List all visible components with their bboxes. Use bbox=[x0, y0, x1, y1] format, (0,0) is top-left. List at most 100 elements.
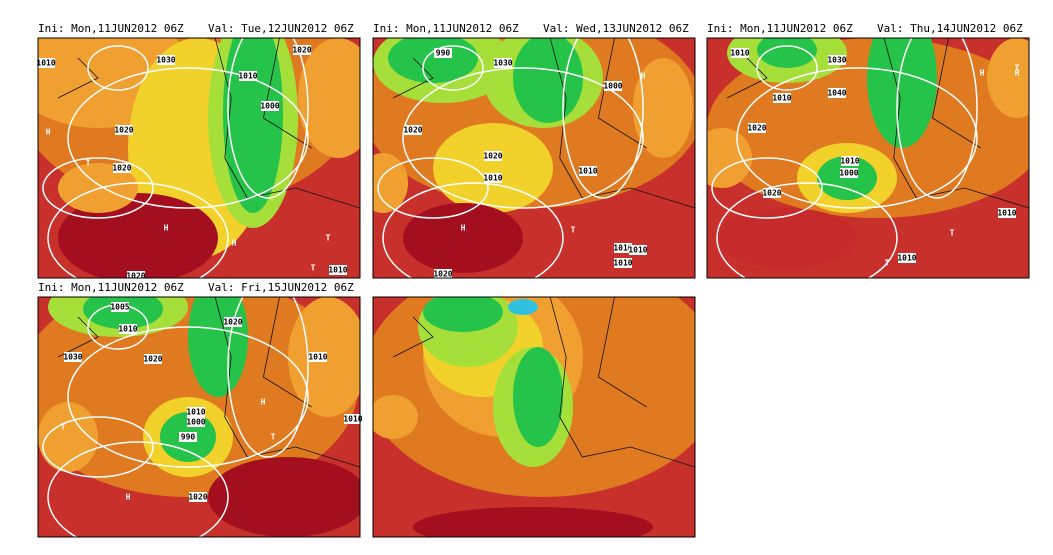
isobar bbox=[716, 182, 898, 278]
isobar bbox=[562, 38, 644, 199]
map-layer bbox=[373, 297, 695, 537]
map-panel: 1010 1030 1020 H 1020 1000 1010 T H H T 1010 T 1020 10… bbox=[36, 37, 361, 281]
pressure-label-box bbox=[748, 123, 766, 133]
pressure-label: 1000 bbox=[260, 102, 279, 111]
color-field bbox=[403, 203, 523, 273]
pressure-label-box bbox=[329, 265, 347, 275]
color-field bbox=[717, 208, 857, 268]
color-field bbox=[38, 297, 358, 497]
system-label: H bbox=[126, 493, 131, 502]
pressure-label-box bbox=[763, 188, 781, 198]
isobar bbox=[67, 326, 309, 468]
map-frame bbox=[37, 296, 361, 538]
isobar bbox=[42, 416, 154, 478]
pressure-label: 1020 bbox=[747, 124, 766, 133]
isobar bbox=[87, 45, 149, 91]
init-time: Ini: Mon,11JUN2012 06Z bbox=[38, 281, 184, 294]
pressure-label: 1010 bbox=[613, 244, 632, 253]
coastline bbox=[392, 297, 695, 468]
pressure-label: 1010 bbox=[628, 246, 647, 255]
pressure-label-box bbox=[157, 55, 175, 65]
pressure-label: 1010 bbox=[118, 325, 137, 334]
color-field bbox=[388, 38, 478, 83]
pressure-label: 1000 bbox=[839, 169, 858, 178]
system-label: H bbox=[232, 239, 237, 248]
color-field bbox=[707, 128, 752, 188]
pressure-label: 1010 bbox=[238, 72, 257, 81]
pressure-label: 1010 bbox=[897, 254, 916, 263]
pressure-label-box bbox=[187, 407, 205, 417]
pressure-label-box bbox=[828, 55, 846, 65]
pressure-label: 1010 bbox=[328, 266, 347, 275]
valid-time: Val: Thu,14JUN2012 06Z bbox=[877, 22, 1023, 35]
system-label: H bbox=[641, 72, 646, 81]
pressure-label-box bbox=[293, 45, 311, 55]
color-field bbox=[513, 347, 563, 447]
isobar bbox=[377, 157, 489, 219]
pressure-label: 1020 bbox=[114, 126, 133, 135]
color-field bbox=[433, 123, 553, 213]
pressure-label-box bbox=[579, 166, 597, 176]
map-panel: 1005 1010 1030 1020 1020 1010 990 1000 H T H 1020 T 1… bbox=[37, 296, 363, 538]
pressure-label-box bbox=[434, 48, 452, 58]
pressure-label-box bbox=[239, 71, 257, 81]
pressure-label-box bbox=[731, 48, 749, 58]
valid-time: Val: Wed,13JUN2012 06Z bbox=[543, 22, 689, 35]
pressure-label-box bbox=[119, 324, 137, 334]
map-panel: 10101030104010201010100010101020HTT1010T… bbox=[706, 37, 1030, 279]
pressure-label: 1030 bbox=[493, 59, 512, 68]
pressure-label-box bbox=[309, 352, 327, 362]
pressure-label-box bbox=[127, 271, 145, 281]
pressure-label: 1030 bbox=[827, 56, 846, 65]
map-panel bbox=[372, 296, 696, 538]
system-label: T bbox=[885, 259, 890, 268]
isobar bbox=[422, 45, 484, 91]
pressure-label-box bbox=[841, 156, 859, 166]
pressure-label-box bbox=[484, 173, 502, 183]
isobar bbox=[711, 157, 823, 219]
color-field bbox=[987, 38, 1029, 118]
pressure-label: 1010 bbox=[772, 94, 791, 103]
valid-time: Val: Fri,15JUN2012 06Z bbox=[208, 281, 354, 294]
color-field bbox=[58, 193, 218, 278]
system-label: H bbox=[46, 128, 51, 137]
pressure-label: 1020 bbox=[433, 270, 452, 279]
pressure-label: 1020 bbox=[483, 152, 502, 161]
color-field bbox=[208, 457, 360, 537]
pressure-label-box bbox=[144, 354, 162, 364]
pressure-label-box bbox=[179, 432, 197, 442]
map-frame bbox=[372, 296, 696, 538]
pressure-label-box bbox=[261, 101, 279, 111]
pressure-label: 1010 bbox=[483, 174, 502, 183]
color-field bbox=[188, 297, 248, 397]
isobar bbox=[47, 182, 229, 278]
color-field bbox=[223, 38, 283, 213]
pressure-label: 1000 bbox=[603, 82, 622, 91]
system-label: T bbox=[326, 234, 331, 243]
pressure-label: 1020 bbox=[143, 355, 162, 364]
pressure-label-box bbox=[434, 269, 452, 279]
pressure-label: 1000 bbox=[186, 418, 205, 427]
color-field bbox=[633, 58, 693, 158]
isobar bbox=[736, 67, 978, 209]
pressure-label: 990 bbox=[436, 49, 451, 58]
pressure-label-box bbox=[344, 414, 362, 424]
map-layer bbox=[373, 38, 695, 278]
system-label: T bbox=[61, 423, 66, 432]
system-label: T bbox=[950, 229, 955, 238]
color-field bbox=[373, 395, 418, 439]
init-time: Ini: Mon,11JUN2012 06Z bbox=[373, 22, 519, 35]
color-field bbox=[38, 402, 98, 472]
system-label: T bbox=[311, 264, 316, 273]
pressure-label: 1020 bbox=[292, 46, 311, 55]
valid-time: Val: Tue,12JUN2012 06Z bbox=[208, 22, 354, 35]
map-frame bbox=[372, 37, 696, 279]
pressure-label: 1020 bbox=[223, 318, 242, 327]
pressure-label: 1030 bbox=[156, 56, 175, 65]
pressure-label-box bbox=[111, 302, 129, 312]
color-field bbox=[298, 38, 360, 158]
pressure-label-box bbox=[115, 125, 133, 135]
pressure-label: 1010 bbox=[186, 408, 205, 417]
pressure-label: 1005 bbox=[110, 303, 129, 312]
